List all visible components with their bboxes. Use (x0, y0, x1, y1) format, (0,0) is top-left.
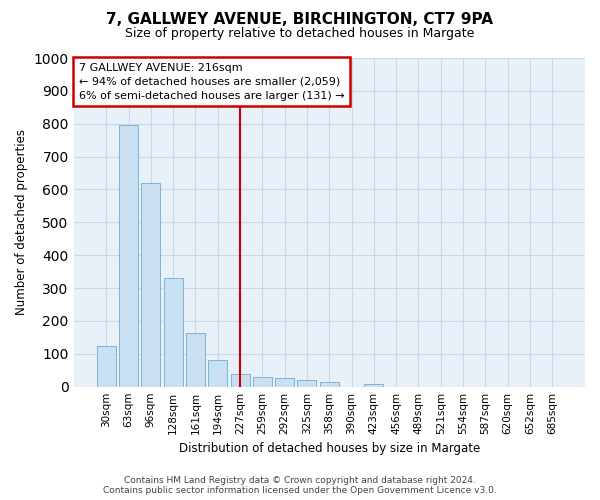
Bar (164, 278, 182, 386)
Bar (253, 378, 272, 386)
Bar (186, 333, 205, 386)
Bar (275, 378, 294, 386)
Y-axis label: Number of detached properties: Number of detached properties (15, 130, 28, 316)
Text: 7, GALLWEY AVENUE, BIRCHINGTON, CT7 9PA: 7, GALLWEY AVENUE, BIRCHINGTON, CT7 9PA (107, 12, 493, 28)
Text: 7 GALLWEY AVENUE: 216sqm
← 94% of detached houses are smaller (2,059)
6% of semi: 7 GALLWEY AVENUE: 216sqm ← 94% of detach… (79, 63, 344, 101)
Bar (298, 380, 316, 386)
X-axis label: Distribution of detached houses by size in Margate: Distribution of detached houses by size … (179, 442, 480, 455)
Text: Size of property relative to detached houses in Margate: Size of property relative to detached ho… (125, 28, 475, 40)
Bar (230, 374, 250, 386)
Text: Contains HM Land Registry data © Crown copyright and database right 2024.
Contai: Contains HM Land Registry data © Crown c… (103, 476, 497, 495)
Bar (97, 346, 116, 387)
Bar (142, 183, 160, 386)
Bar (364, 384, 383, 386)
Bar (119, 126, 138, 386)
Bar (208, 360, 227, 386)
Bar (320, 382, 339, 386)
